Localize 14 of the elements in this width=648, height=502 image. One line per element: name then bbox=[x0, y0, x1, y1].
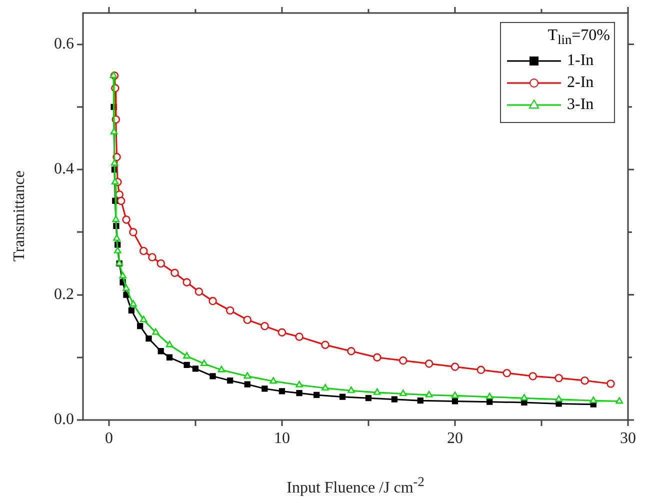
y-tick-label: 0.4 bbox=[54, 160, 74, 178]
x-tick-label: 30 bbox=[620, 430, 636, 447]
legend-label: 3-In bbox=[567, 96, 594, 114]
legend-label: 1-In bbox=[567, 52, 594, 70]
y-tick-label: 0.2 bbox=[54, 286, 74, 303]
x-tick-label: 20 bbox=[446, 430, 463, 447]
x-axis-title: Input Fluence /J cm$^{-2}$ bbox=[286, 474, 426, 498]
x-tick-label: 10 bbox=[274, 430, 290, 447]
x-tick-label: 0 bbox=[104, 430, 113, 447]
y-axis-title: Transmittance bbox=[11, 170, 29, 262]
legend-title: T$_{lin}$=70% bbox=[546, 27, 611, 48]
legend-label: 2-In bbox=[567, 74, 594, 92]
y-tick-label: 0.0 bbox=[54, 411, 74, 428]
y-tick-label: 0.6 bbox=[54, 36, 74, 53]
